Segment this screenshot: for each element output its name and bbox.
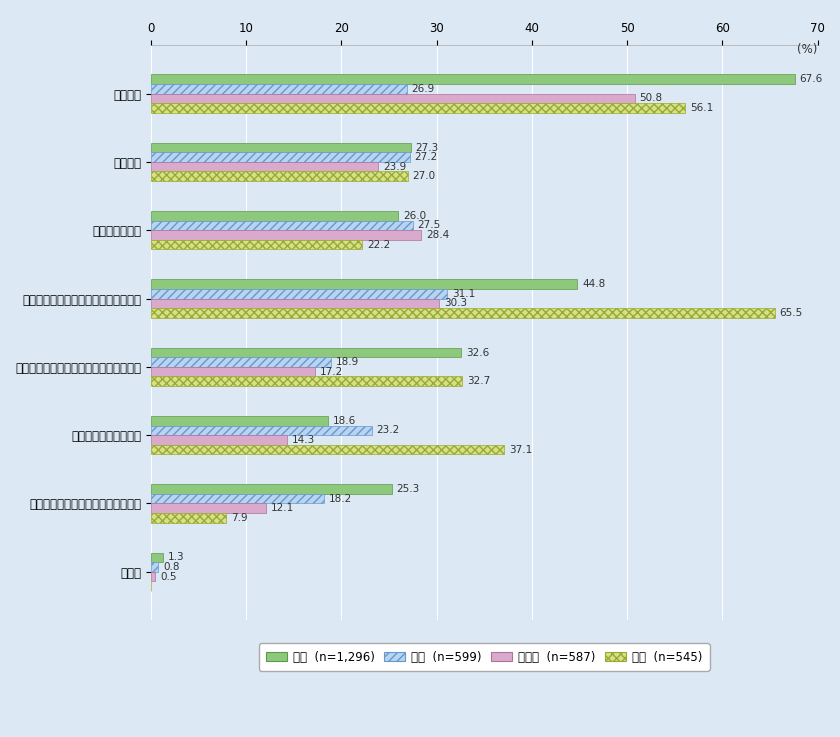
Text: 7.9: 7.9 <box>231 513 247 523</box>
Text: 32.6: 32.6 <box>466 348 489 357</box>
Bar <box>150 444 504 454</box>
Bar <box>150 172 408 181</box>
Text: 23.9: 23.9 <box>383 161 407 172</box>
Bar <box>150 503 266 513</box>
Text: 18.2: 18.2 <box>329 494 352 503</box>
Bar <box>150 553 163 562</box>
Text: 56.1: 56.1 <box>690 103 713 113</box>
Bar <box>150 308 774 318</box>
Text: 23.2: 23.2 <box>376 425 400 436</box>
Text: 17.2: 17.2 <box>319 366 343 377</box>
Text: 0.8: 0.8 <box>163 562 180 572</box>
Text: 27.0: 27.0 <box>412 171 436 181</box>
Bar <box>150 348 461 357</box>
Bar <box>150 367 314 377</box>
Text: 31.1: 31.1 <box>452 289 475 298</box>
Text: 18.6: 18.6 <box>333 416 356 426</box>
Bar <box>150 162 378 172</box>
Text: 27.3: 27.3 <box>416 142 438 153</box>
Bar <box>150 74 795 84</box>
Bar <box>150 562 159 572</box>
Bar <box>150 513 226 523</box>
Text: 50.8: 50.8 <box>639 94 663 103</box>
Text: 0.5: 0.5 <box>160 572 176 581</box>
Text: 37.1: 37.1 <box>509 444 533 455</box>
Text: 12.1: 12.1 <box>270 503 294 513</box>
Text: 67.6: 67.6 <box>800 74 822 84</box>
Text: 44.8: 44.8 <box>582 279 606 289</box>
Text: 32.7: 32.7 <box>467 376 491 386</box>
Bar <box>150 230 422 240</box>
Text: 22.2: 22.2 <box>367 240 391 250</box>
Text: 27.2: 27.2 <box>415 152 438 162</box>
Text: 28.4: 28.4 <box>426 230 449 240</box>
Text: (%): (%) <box>797 43 817 56</box>
Bar <box>150 143 411 153</box>
Bar <box>150 211 398 220</box>
Bar <box>150 94 635 103</box>
Text: 26.0: 26.0 <box>403 211 426 221</box>
Bar <box>150 103 685 113</box>
Bar <box>150 298 439 308</box>
Bar <box>150 279 577 289</box>
Text: 30.3: 30.3 <box>444 298 467 308</box>
Bar <box>150 153 410 162</box>
Text: 14.3: 14.3 <box>291 435 315 445</box>
Bar <box>150 84 407 94</box>
Text: 26.9: 26.9 <box>412 84 435 94</box>
Bar <box>150 572 155 581</box>
Text: 27.5: 27.5 <box>417 220 441 231</box>
Bar <box>150 357 331 367</box>
Bar <box>150 425 372 435</box>
Bar <box>150 240 362 249</box>
Text: 65.5: 65.5 <box>780 308 803 318</box>
Text: 25.3: 25.3 <box>396 484 420 494</box>
Bar <box>150 289 447 298</box>
Bar <box>150 484 391 494</box>
Bar <box>150 220 412 230</box>
Text: 18.9: 18.9 <box>335 357 359 367</box>
Bar <box>150 377 462 386</box>
Bar <box>150 416 328 425</box>
Bar <box>150 494 324 503</box>
Bar <box>150 435 287 444</box>
Text: 1.3: 1.3 <box>168 553 185 562</box>
Legend: 日本  (n=1,296), 米国  (n=599), ドイツ  (n=587), 中国  (n=545): 日本 (n=1,296), 米国 (n=599), ドイツ (n=587), 中… <box>259 643 710 671</box>
